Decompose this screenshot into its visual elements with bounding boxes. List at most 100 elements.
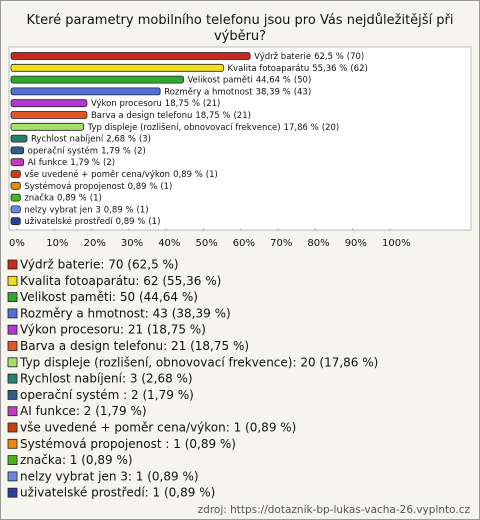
bar-label: značka 0,89 % (1) [24, 192, 101, 203]
legend-entry: Typ displeje (rozlišení, obnovovací frek… [19, 355, 378, 369]
bar-label-part: 0,89 % [116, 217, 146, 227]
bar [10, 217, 21, 226]
bar-label-part: (21) [203, 99, 220, 109]
bar-label-part: (43) [294, 87, 311, 97]
bar-label-part: operační systém [28, 145, 98, 156]
bar-label-part: (1) [90, 193, 102, 203]
bar-label-part: Rychlost nabíjení [31, 134, 104, 144]
bar-label-part: Rozměry a hmotnost [164, 87, 253, 97]
legend-swatch [7, 259, 18, 270]
x-tick-label: 70% [270, 238, 292, 249]
bar [10, 146, 25, 155]
legend-swatch [7, 471, 18, 482]
bar [10, 63, 224, 72]
legend-swatch [7, 487, 18, 498]
bar-label-part: (62) [350, 63, 367, 73]
bar-label-part: (21) [233, 111, 250, 121]
x-tick-label: 80% [307, 238, 329, 249]
bar-label: Kvalita fotoaparátu 55,36 % (62) [227, 63, 367, 73]
bar-label-part: 62,5 % [314, 52, 344, 62]
x-tick-label: 10% [46, 238, 68, 249]
bar-label: nelzy vybrat jen 3 0,89 % (1) [24, 205, 148, 215]
x-tick-label: 60% [233, 238, 255, 249]
bar [10, 111, 88, 119]
bar-label-part: (2) [103, 158, 115, 168]
bar [10, 205, 21, 214]
legend-entry: vše uvedené + poměr cena/výkon: 1 (0,89 … [20, 421, 296, 435]
bar-label: Rozměry a hmotnost 38,39 % (43) [164, 87, 311, 97]
legend-entry: Kvalita fotoaparátu: 62 (55,36 %) [20, 274, 221, 288]
legend-entry: Rychlost nabíjení: 3 (2,68 %) [20, 372, 193, 386]
bar [10, 122, 85, 131]
bar-label: Systémová propojenost 0,89 % (1) [24, 180, 172, 191]
x-tick-label: 50% [196, 238, 218, 249]
bar-label-part: 0,89 % [104, 205, 134, 215]
bar-label-part: uživatelské prostředí [24, 216, 113, 227]
bar [10, 181, 21, 190]
bar [10, 99, 88, 108]
x-tick-label: 0% [9, 238, 25, 249]
bar-label-part: (20) [322, 122, 339, 132]
bar-label-part: (70) [347, 52, 364, 62]
bar-label: Typ displeje (rozlišení, obnovovací frek… [87, 121, 340, 132]
bar-label-part: nelzy vybrat jen 3 [24, 205, 100, 215]
legend-swatch [7, 406, 18, 417]
legend-entry: Rozměry a hmotnost: 43 (38,39 %) [20, 306, 231, 320]
legend-entry: operační systém : 2 (1,79 %) [20, 388, 194, 402]
bar [10, 134, 28, 143]
legend-swatch [7, 292, 18, 303]
legend-swatch [7, 341, 18, 351]
bar-label: uživatelské prostředí 0,89 % (1) [24, 216, 160, 227]
bar-label-part: AI funkce [28, 158, 68, 168]
bar-label-part: 55,36 % [312, 63, 347, 73]
bar-label-part: (50) [294, 75, 311, 85]
bar-label: vše uvedené + poměr cena/výkon 0,89 % (1) [24, 169, 218, 180]
bar-label-part: 17,86 % [284, 122, 319, 132]
bar-label-part: (1) [160, 181, 172, 191]
legend-entry: Výdrž baterie: 70 (62,5 %) [20, 258, 179, 272]
bar-label-part: Typ displeje (rozlišení, obnovovací frek… [87, 121, 281, 132]
bar-label: Velikost paměti 44,64 % (50) [188, 75, 312, 85]
bar-label-part: Barva a design telefonu [91, 111, 192, 121]
x-tick-label: 20% [84, 238, 106, 249]
bar-label-part: Kvalita fotoaparátu [227, 63, 309, 73]
bar-label-part: Systémová propojenost [24, 180, 125, 191]
legend-entry: Barva a design telefonu: 21 (18,75 %) [20, 339, 249, 353]
legend-swatch [7, 422, 18, 433]
source: zdroj: https://dotaznik-bp-lukas-vacha-2… [198, 504, 471, 516]
bar-label-part: 38,39 % [256, 87, 291, 97]
x-tick-label: 30% [121, 238, 143, 249]
bar-label: operační systém 1,79 % (2) [28, 145, 146, 156]
legend-swatch [7, 275, 18, 286]
legend-swatch [7, 373, 18, 384]
bar-label-part: (1) [148, 217, 160, 227]
legend-swatch [7, 357, 18, 368]
bar [10, 75, 184, 84]
x-tick-label: 100% [382, 238, 411, 249]
bar-label: Rychlost nabíjení 2,68 % (3) [31, 134, 151, 144]
legend-entry: AI funkce: 2 (1,79 %) [20, 404, 147, 418]
bar [10, 158, 25, 167]
legend-entry: Velikost paměti: 50 (44,64 %) [20, 290, 198, 304]
legend-swatch [7, 455, 18, 466]
legend-swatch [7, 438, 18, 449]
bar-label-part: 1,79 % [70, 158, 100, 168]
bar [10, 193, 21, 202]
bar-label-part: (1) [206, 170, 218, 180]
bar-label-part: vše uvedené + poměr cena/výkon [24, 169, 170, 180]
bar-label-part: značka [24, 192, 54, 203]
bar-label-part: 0,89 % [57, 193, 87, 203]
legend-swatch [7, 389, 18, 400]
bar-label-part: 0,89 % [128, 181, 158, 191]
legend-entry: Systémová propojenost : 1 (0,89 %) [20, 437, 236, 451]
bar-label: Výkon procesoru 18,75 % (21) [91, 99, 220, 109]
bar-label-part: (3) [139, 134, 151, 144]
bar-label-part: Výkon procesoru [91, 99, 162, 109]
legend-swatch [7, 324, 18, 335]
bar-label-part: 18,75 % [165, 99, 200, 109]
bar-label-part: 44,64 % [256, 75, 291, 85]
legend-entry: značka: 1 (0,89 %) [20, 453, 133, 467]
bar-label-part: Výdrž baterie [254, 52, 311, 62]
bar-label-part: (1) [137, 205, 149, 215]
